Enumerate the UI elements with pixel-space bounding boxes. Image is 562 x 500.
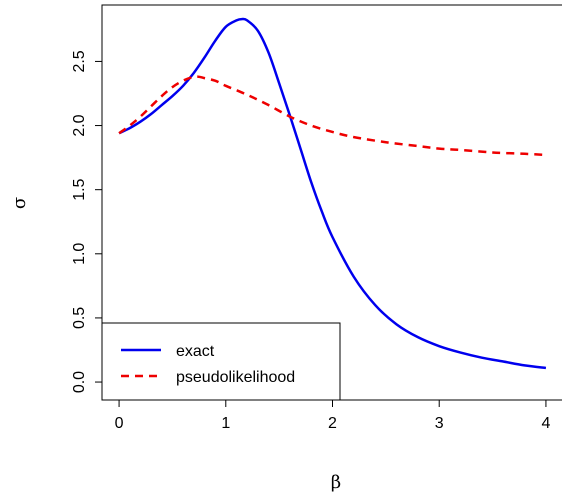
- x-tick-label: 4: [541, 415, 550, 432]
- y-axis: 0.0 0.5 1.0 1.5 2.0 2.5: [71, 50, 103, 393]
- legend-label-exact: exact: [176, 343, 215, 360]
- legend: exact pseudolikelihood: [101, 322, 341, 401]
- x-tick-label: 2: [328, 415, 337, 432]
- y-tick-label: 1.5: [71, 178, 88, 200]
- x-axis: 0 1 2 3 4: [115, 399, 550, 432]
- legend-label-pseudolikelihood: pseudolikelihood: [176, 369, 295, 386]
- series-layer: [118, 17, 547, 370]
- series-line-exact: [118, 17, 547, 370]
- legend-box: [101, 322, 341, 401]
- y-tick-label: 1.0: [71, 243, 88, 265]
- x-tick-label: 1: [221, 415, 230, 432]
- y-tick-label: 2.0: [71, 114, 88, 136]
- y-tick-label: 0.5: [71, 307, 88, 329]
- y-tick-label: 0.0: [71, 371, 88, 393]
- x-axis-label: β: [331, 472, 341, 493]
- series-line-pseudolikelihood: [118, 75, 547, 157]
- x-tick-label: 0: [115, 415, 124, 432]
- y-tick-label: 2.5: [71, 50, 88, 72]
- y-axis-label: σ: [9, 197, 30, 209]
- x-tick-label: 3: [435, 415, 444, 432]
